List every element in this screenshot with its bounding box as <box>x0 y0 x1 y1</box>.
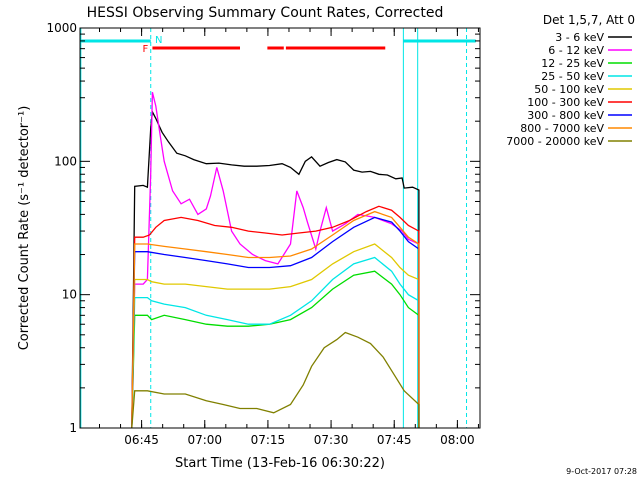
series-line-4 <box>131 256 420 429</box>
legend-label-6: 100 - 300 keV <box>527 96 604 109</box>
footer-timestamp: 9-Oct-2017 07:28 <box>566 467 637 476</box>
series-line-8 <box>131 210 420 429</box>
flag-label-F: F <box>143 44 149 55</box>
series-line-1 <box>131 109 420 429</box>
series-line-7 <box>131 216 420 429</box>
legend-label-8: 800 - 7000 keV <box>520 122 604 135</box>
y-tick-label-2: 10 <box>62 288 77 302</box>
legend-label-9: 7000 - 20000 keV <box>506 135 604 148</box>
series-line-2 <box>131 92 420 429</box>
x-tick-label-2: 07:00 <box>187 433 222 447</box>
series-line-9 <box>131 331 420 429</box>
y-tick-label-4: 1000 <box>46 21 77 35</box>
legend-label-1: 3 - 6 keV <box>555 31 604 44</box>
legend-label-2: 6 - 12 keV <box>548 44 604 57</box>
legend-label-4: 25 - 50 keV <box>541 70 604 83</box>
flag-label-N: N <box>155 35 162 46</box>
y-axis-label: Corrected Count Rate (s⁻¹ detector⁻¹) <box>17 106 32 351</box>
x-axis-label: Start Time (13-Feb-16 06:30:22) <box>175 456 385 471</box>
x-tick-label-5: 07:45 <box>377 433 412 447</box>
legend-label-3: 12 - 25 keV <box>541 57 604 70</box>
x-tick-label-1: 06:45 <box>124 433 159 447</box>
legend-title: Det 1,5,7, Att 0 <box>543 13 635 27</box>
x-axis-ticks: 06:45 07:00 07:15 07:30 07:45 08:00 <box>98 28 479 447</box>
series-line-3 <box>131 270 420 429</box>
y-tick-label-3: 100 <box>54 154 77 168</box>
y-axis-ticks: 1 10 100 1000 <box>46 21 480 435</box>
legend-label-7: 300 - 800 keV <box>527 109 604 122</box>
series-line-5 <box>131 243 420 429</box>
series-line-6 <box>131 205 420 429</box>
plot-frame <box>79 27 481 429</box>
chart-title: HESSI Observing Summary Count Rates, Cor… <box>87 5 444 21</box>
x-tick-label-3: 07:15 <box>251 433 286 447</box>
y-tick-label-1: 1 <box>69 421 77 435</box>
x-tick-label-4: 07:30 <box>314 433 349 447</box>
legend-label-5: 50 - 100 keV <box>534 83 604 96</box>
x-tick-label-6: 08:00 <box>440 433 475 447</box>
plot-area: NF <box>80 28 476 429</box>
